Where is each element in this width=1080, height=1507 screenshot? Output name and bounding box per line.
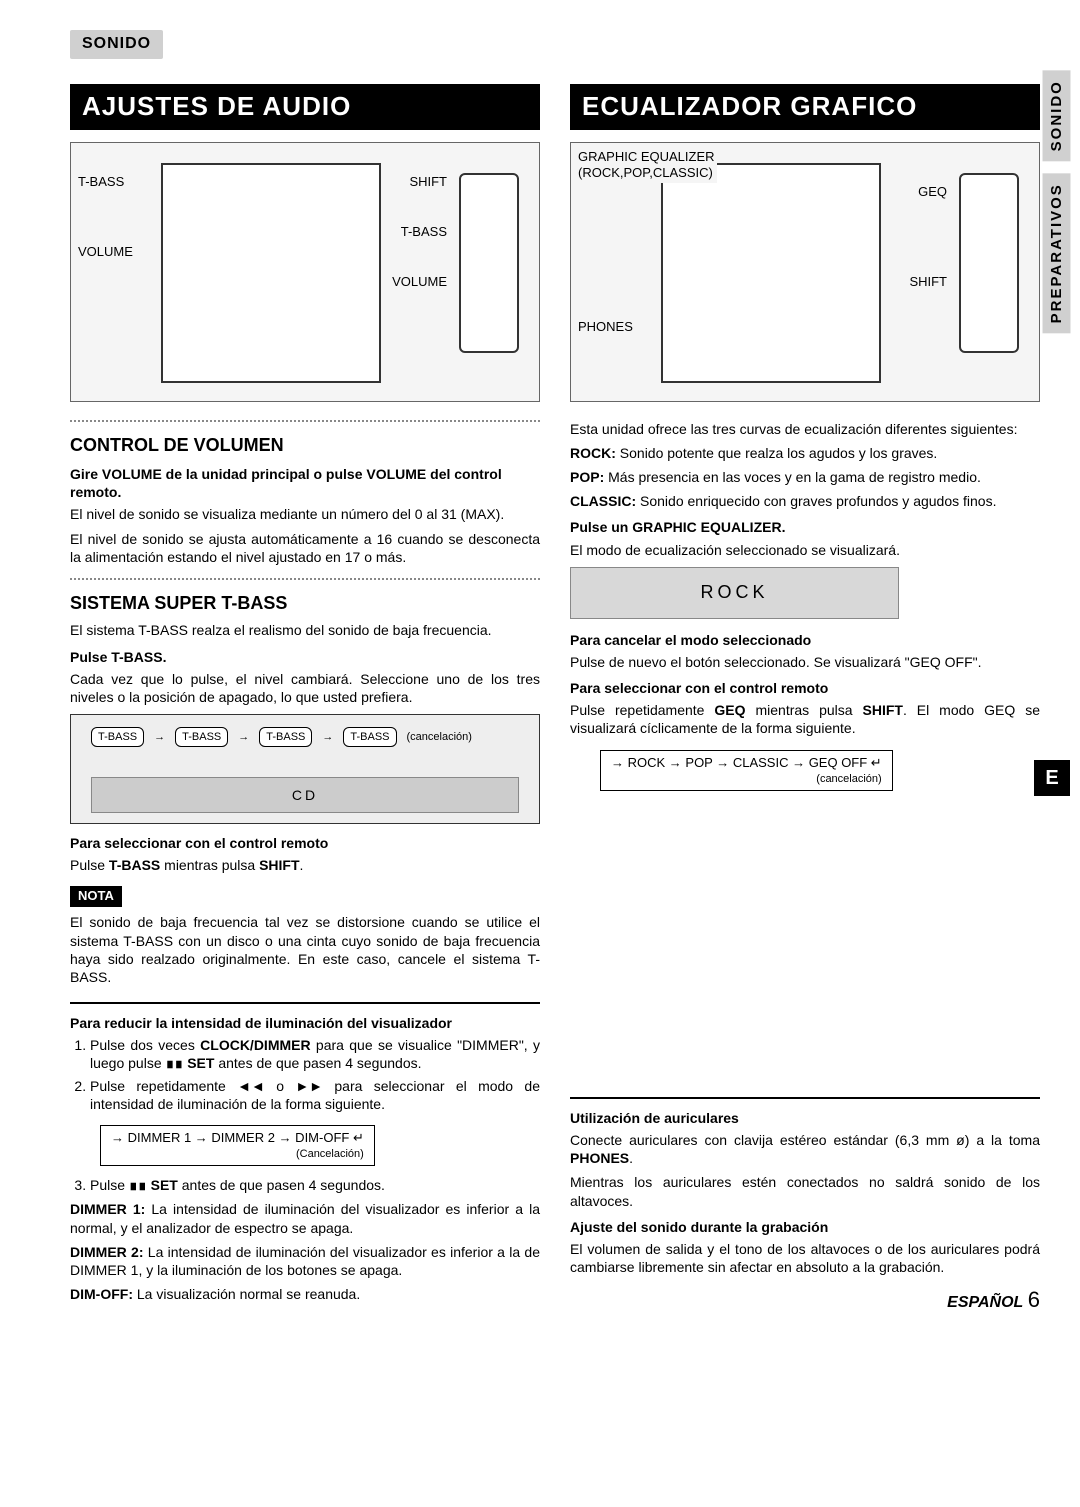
li-dimmer-1: Pulse dos veces CLOCK/DIMMER para que se… xyxy=(90,1036,540,1072)
title-eq-cancel: Para cancelar el modo seleccionado xyxy=(570,631,1040,649)
label-geq: GEQ xyxy=(916,183,949,202)
title-phones: Utilización de auriculares xyxy=(570,1109,1040,1127)
text-eq-classic: CLASSIC: Sonido enriquecido con graves p… xyxy=(570,492,1040,510)
language-badge: E xyxy=(1034,760,1070,796)
display-rock: ROCK xyxy=(570,567,899,619)
text-eq-rock: ROCK: Sonido potente que realza los agud… xyxy=(570,444,1040,462)
list-dimmer-3: Pulse ∎∎ SET antes de que pasen 4 segund… xyxy=(90,1176,540,1194)
text-tbass-2: Cada vez que lo pulse, el nivel cambiará… xyxy=(70,670,540,706)
badge-tbass-1: T-BASS xyxy=(91,727,144,747)
label-shift-r: SHIFT xyxy=(907,273,949,292)
badge-tbass-3: T-BASS xyxy=(259,727,312,747)
display-cd: CD xyxy=(91,777,519,813)
side-tab-preparativos: PREPARATIVOS xyxy=(1043,173,1071,333)
text-eq-pop: POP: Más presencia en las voces y en la … xyxy=(570,468,1040,486)
label-volume-remote: VOLUME xyxy=(390,273,449,292)
label-tbass: T-BASS xyxy=(76,173,126,192)
cycle-geq-sub: (cancelación) xyxy=(611,772,882,786)
header-ajustes: AJUSTES DE AUDIO xyxy=(70,84,540,130)
label-geq-main: GRAPHIC EQUALIZER (ROCK,POP,CLASSIC) xyxy=(576,148,717,184)
section-tag: SONIDO xyxy=(70,30,163,59)
diagram-equalizer-unit: GRAPHIC EQUALIZER (ROCK,POP,CLASSIC) PHO… xyxy=(570,142,1040,402)
text-volume-2: El nivel de sonido se ajusta automáticam… xyxy=(70,530,540,566)
side-tabs: PREPARATIVOS SONIDO xyxy=(1043,70,1071,333)
label-tbass-remote: T-BASS xyxy=(399,223,449,242)
text-dimoff: DIM-OFF: La visualización normal se rean… xyxy=(70,1285,540,1303)
title-recording: Ajuste del sonido durante la grabación xyxy=(570,1218,1040,1236)
label-cancel: (cancelación) xyxy=(407,730,472,744)
side-tab-sonido: SONIDO xyxy=(1043,70,1071,161)
text-tbass-remote: Pulse T-BASS mientras pulsa SHIFT. xyxy=(70,856,540,874)
cycle-dimmer-main: → DIMMER 1 → DIMMER 2 → DIM-OFF ↵ xyxy=(111,1130,364,1147)
text-nota: El sonido de baja frecuencia tal vez se … xyxy=(70,913,540,986)
text-recording: El volumen de salida y el tono de los al… xyxy=(570,1240,1040,1276)
text-tbass-1: El sistema T-BASS realza el realismo del… xyxy=(70,621,540,639)
list-dimmer: Pulse dos veces CLOCK/DIMMER para que se… xyxy=(90,1036,540,1113)
text-dimmer2: DIMMER 2: La intensidad de iluminación d… xyxy=(70,1243,540,1279)
text-eq-intro: Esta unidad ofrece las tres curvas de ec… xyxy=(570,420,1040,438)
title-dimmer: Para reducir la intensidad de iluminació… xyxy=(70,1014,540,1032)
text-eq-2: El modo de ecualización seleccionado se … xyxy=(570,541,1040,559)
text-eq-cancel: Pulse de nuevo el botón seleccionado. Se… xyxy=(570,653,1040,671)
badge-tbass-2: T-BASS xyxy=(175,727,228,747)
label-volume: VOLUME xyxy=(76,243,135,262)
sub-tbass: Pulse T-BASS. xyxy=(70,648,540,666)
text-dimmer1: DIMMER 1: La intensidad de iluminación d… xyxy=(70,1200,540,1236)
label-shift: SHIFT xyxy=(407,173,449,192)
diagram-tbass-cycle: T-BASS→ T-BASS→ T-BASS→ T-BASS (cancelac… xyxy=(70,714,540,824)
text-volume-1: El nivel de sonido se visualiza mediante… xyxy=(70,505,540,523)
cycle-geq: → ROCK → POP → CLASSIC → GEQ OFF ↵ (canc… xyxy=(600,750,893,791)
sub-volume: Gire VOLUME de la unidad principal o pul… xyxy=(70,465,540,501)
header-equalizer: ECUALIZADOR GRAFICO xyxy=(570,84,1040,130)
text-phones-2: Mientras los auriculares estén conectado… xyxy=(570,1173,1040,1209)
left-column: AJUSTES DE AUDIO T-BASS VOLUME SHIFT T-B… xyxy=(70,84,540,1310)
right-column: ECUALIZADOR GRAFICO GRAPHIC EQUALIZER (R… xyxy=(570,84,1040,1310)
diagram-audio-unit: T-BASS VOLUME SHIFT T-BASS VOLUME xyxy=(70,142,540,402)
title-eq-remote: Para seleccionar con el control remoto xyxy=(570,679,1040,697)
cycle-dimmer-sub: (Cancelación) xyxy=(111,1147,364,1161)
title-tbass: SISTEMA SUPER T-BASS xyxy=(70,592,540,615)
label-phones: PHONES xyxy=(576,318,635,337)
text-eq-remote: Pulse repetidamente GEQ mientras pulsa S… xyxy=(570,701,1040,737)
sub-eq: Pulse un GRAPHIC EQUALIZER. xyxy=(570,518,1040,536)
title-volume-control: CONTROL DE VOLUMEN xyxy=(70,434,540,457)
footer-lang: ESPAÑOL xyxy=(947,1294,1023,1311)
title-tbass-remote: Para seleccionar con el control remoto xyxy=(70,834,540,852)
nota-badge: NOTA xyxy=(70,886,122,907)
badge-tbass-4: T-BASS xyxy=(343,727,396,747)
footer-page: 6 xyxy=(1028,1287,1040,1312)
cycle-dimmer: → DIMMER 1 → DIMMER 2 → DIM-OFF ↵ (Cance… xyxy=(100,1125,375,1166)
text-phones-1: Conecte auriculares con clavija estéreo … xyxy=(570,1131,1040,1167)
footer: ESPAÑOL 6 xyxy=(947,1286,1040,1315)
li-dimmer-2: Pulse repetidamente ◄◄ o ►► para selecci… xyxy=(90,1077,540,1113)
li-dimmer-3: Pulse ∎∎ SET antes de que pasen 4 segund… xyxy=(90,1176,540,1194)
cycle-geq-main: → ROCK → POP → CLASSIC → GEQ OFF ↵ xyxy=(611,755,882,772)
